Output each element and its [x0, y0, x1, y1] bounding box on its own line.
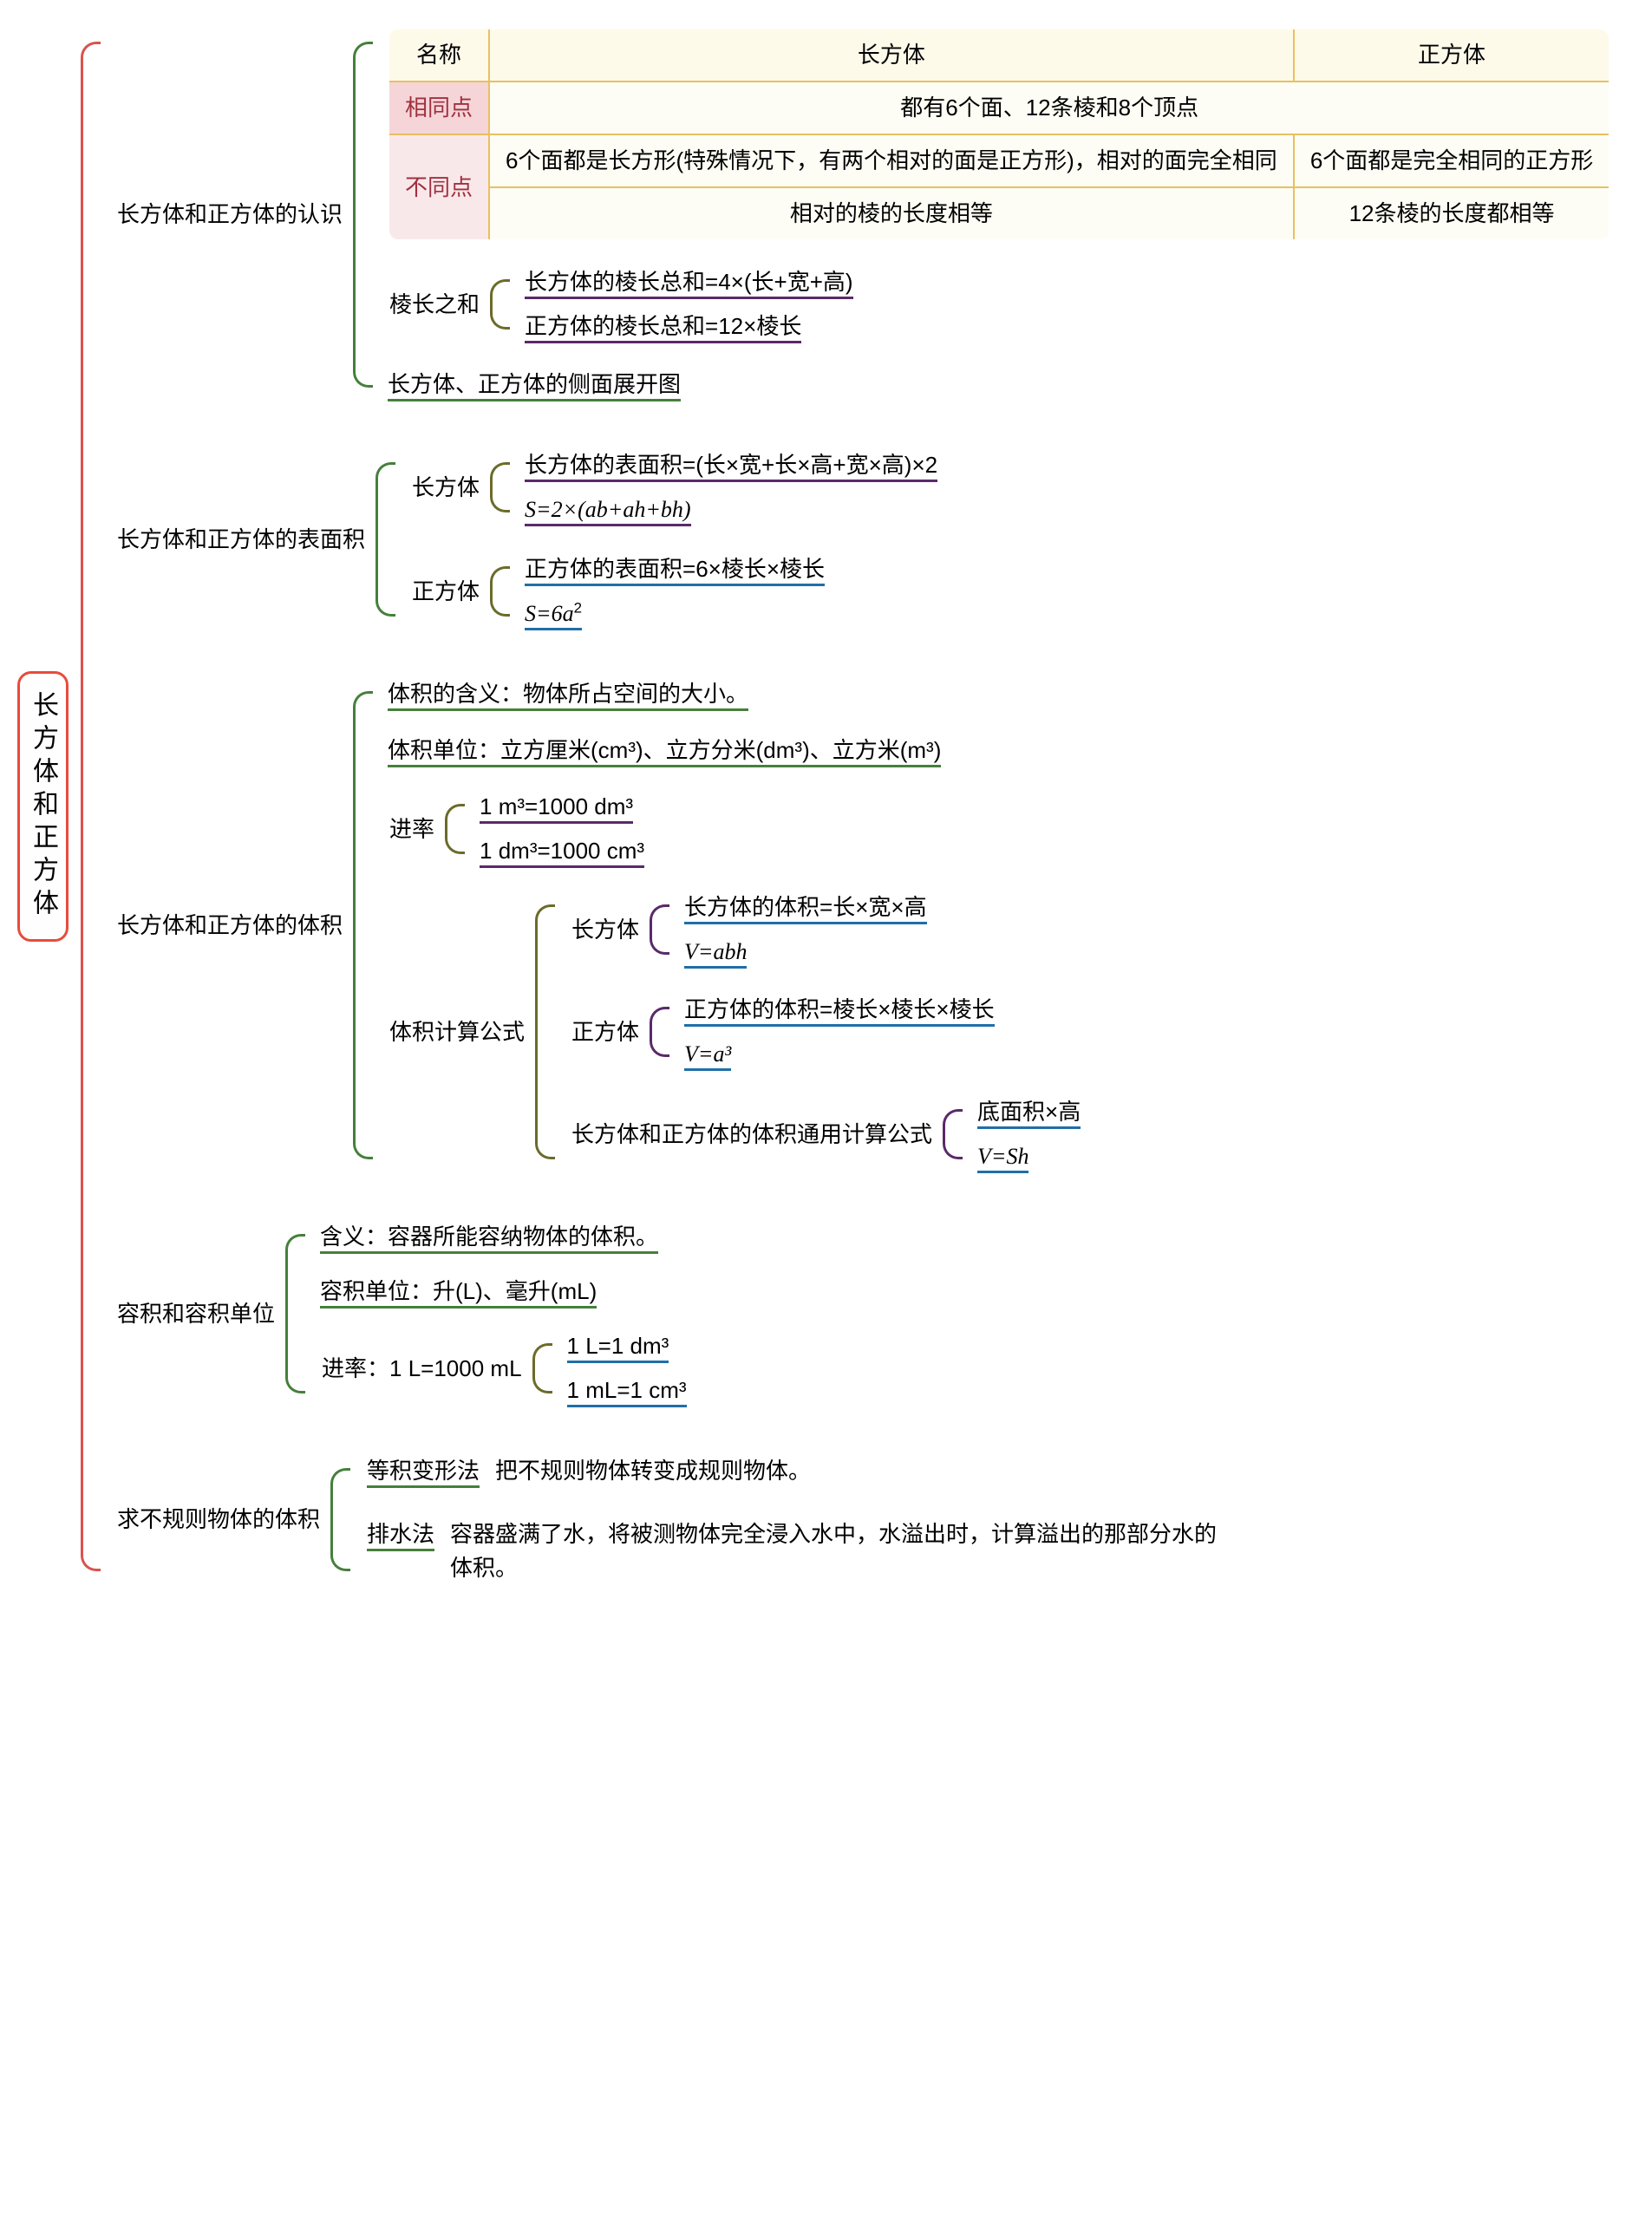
cmp-table: 名称 长方体 正方体 相同点 都有6个面、12条棱和8个顶点 不同点 6个面都是… [388, 28, 1610, 241]
edgesum-children: 长方体的棱长总和=4×(长+宽+高) 正方体的棱长总和=12×棱长 [490, 264, 857, 345]
level1-children: 长方体和正方体的认识 名称 长方体 正方体 相同点 都有6个面、12条棱和8个顶… [81, 26, 1614, 1587]
sa-cube-children: 正方体的表面积=6×棱长×棱长 S=6a2 [490, 551, 828, 632]
root-title: 长方体和正方体 [17, 671, 69, 942]
cap-rate-a: 1 L=1 dm³ [564, 1328, 690, 1365]
method1-text: 把不规则物体转变成规则物体。 [485, 1452, 814, 1490]
vf-general-children: 底面积×高 V=Sh [943, 1093, 1084, 1175]
sec3-children: 体积的含义：物体所占空间的大小。 体积单位：立方厘米(cm³)、立方分米(dm³… [353, 675, 1084, 1175]
mindmap-root: 长方体和正方体 长方体和正方体的认识 名称 长方体 正方体 相同点 [17, 26, 1635, 1587]
same-text: 都有6个面、12条棱和8个顶点 [489, 82, 1610, 134]
method2-label: 排水法 [362, 1516, 440, 1553]
same-label: 相同点 [389, 82, 489, 134]
vf-cube-children: 正方体的体积=棱长×棱长×棱长 V=a³ [650, 991, 998, 1073]
vol-rate-b: 1 dm³=1000 cm³ [476, 832, 648, 870]
th-cuboid: 长方体 [489, 29, 1294, 82]
vol-rate-children: 1 m³=1000 dm³ 1 dm³=1000 cm³ [445, 788, 648, 870]
method2: 排水法 容器盛满了水，将被测物体完全浸入水中，水溢出时，计算溢出的那部分水的体积… [362, 1516, 1220, 1587]
vf-cuboid-text: 长方体的体积=长×宽×高 [681, 889, 930, 926]
diff-cuboid-faces: 6个面都是长方形(特殊情况下，有两个相对的面是正方形)，相对的面完全相同 [489, 134, 1294, 187]
cap-units: 容积单位：升(L)、毫升(mL) [317, 1273, 690, 1310]
sa-cuboid-label: 长方体 [407, 469, 485, 506]
diff-cube-edges: 12条棱的长度都相等 [1294, 187, 1610, 240]
sec2-children: 长方体 长方体的表面积=(长×宽+长×高+宽×高)×2 S=2×(ab+ah+b… [375, 447, 941, 632]
sec4-children: 含义：容器所能容纳物体的体积。 容积单位：升(L)、毫升(mL) 进率：1 L=… [285, 1218, 690, 1409]
comparison-table: 名称 长方体 正方体 相同点 都有6个面、12条棱和8个顶点 不同点 6个面都是… [384, 26, 1614, 243]
cap-rate-label: 进率：1 L=1000 mL [317, 1350, 527, 1387]
sa-cuboid: 长方体 长方体的表面积=(长×宽+长×高+宽×高)×2 S=2×(ab+ah+b… [407, 447, 941, 528]
sa-cube-label: 正方体 [407, 573, 485, 610]
th-cube: 正方体 [1294, 29, 1610, 82]
sec1-title: 长方体和正方体的认识 [112, 196, 348, 233]
cap-rate: 进率：1 L=1000 mL 1 L=1 dm³ 1 mL=1 cm³ [317, 1328, 690, 1409]
vol-formula-label: 体积计算公式 [384, 1014, 530, 1051]
diff-label: 不同点 [389, 134, 489, 240]
edgesum: 棱长之和 长方体的棱长总和=4×(长+宽+高) 正方体的棱长总和=12×棱长 [384, 264, 1614, 345]
sec5: 求不规则物体的体积 等积变形法 把不规则物体转变成规则物体。 排水法 容器盛满了… [112, 1452, 1614, 1587]
vol-rate-a: 1 m³=1000 dm³ [476, 788, 648, 826]
sa-cube-text: 正方体的表面积=6×棱长×棱长 [521, 551, 828, 588]
method1-label: 等积变形法 [362, 1452, 485, 1490]
sa-cube-formula: S=6a2 [521, 595, 828, 632]
sec5-children: 等积变形法 把不规则物体转变成规则物体。 排水法 容器盛满了水，将被测物体完全浸… [330, 1452, 1220, 1587]
method1: 等积变形法 把不规则物体转变成规则物体。 [362, 1452, 1220, 1490]
sec3-title: 长方体和正方体的体积 [112, 907, 348, 944]
vol-formula-children: 长方体 长方体的体积=长×宽×高 V=abh 正方体 正方体的体积=棱长×棱长×… [535, 889, 1084, 1175]
vol-rate-label: 进率 [384, 811, 440, 848]
diff-cuboid-edges: 相对的棱的长度相等 [489, 187, 1294, 240]
edgesum-label: 棱长之和 [384, 286, 485, 323]
vf-cuboid-formula: V=abh [681, 933, 930, 970]
sa-cuboid-text: 长方体的表面积=(长×宽+长×高+宽×高)×2 [521, 447, 941, 484]
vf-general-text: 底面积×高 [974, 1093, 1084, 1131]
vf-general-label: 长方体和正方体的体积通用计算公式 [566, 1116, 937, 1153]
sec1: 长方体和正方体的认识 名称 长方体 正方体 相同点 都有6个面、12条棱和8个顶… [112, 26, 1614, 403]
diff-cube-faces: 6个面都是完全相同的正方形 [1294, 134, 1610, 187]
net: 长方体、正方体的侧面展开图 [384, 366, 1614, 403]
sa-cuboid-formula: S=2×(ab+ah+bh) [521, 491, 941, 528]
vf-general-formula: V=Sh [974, 1138, 1084, 1175]
vf-cuboid: 长方体 长方体的体积=长×宽×高 V=abh [566, 889, 1084, 970]
vf-cube: 正方体 正方体的体积=棱长×棱长×棱长 V=a³ [566, 991, 1084, 1073]
cap-rate-children: 1 L=1 dm³ 1 mL=1 cm³ [532, 1328, 690, 1409]
sec4: 容积和容积单位 含义：容器所能容纳物体的体积。 容积单位：升(L)、毫升(mL)… [112, 1218, 1614, 1409]
vf-general: 长方体和正方体的体积通用计算公式 底面积×高 V=Sh [566, 1093, 1084, 1175]
sec1-children: 名称 长方体 正方体 相同点 都有6个面、12条棱和8个顶点 不同点 6个面都是… [353, 26, 1614, 403]
cap-rate-b: 1 mL=1 cm³ [564, 1372, 690, 1409]
method2-text: 容器盛满了水，将被测物体完全浸入水中，水溢出时，计算溢出的那部分水的体积。 [440, 1516, 1220, 1587]
sec4-title: 容积和容积单位 [112, 1296, 280, 1333]
cap-meaning: 含义：容器所能容纳物体的体积。 [317, 1218, 690, 1256]
vf-cube-label: 正方体 [566, 1014, 644, 1051]
sec5-title: 求不规则物体的体积 [112, 1501, 325, 1538]
vf-cuboid-label: 长方体 [566, 911, 644, 949]
sec2-title: 长方体和正方体的表面积 [112, 521, 370, 558]
vol-rate: 进率 1 m³=1000 dm³ 1 dm³=1000 cm³ [384, 788, 1084, 870]
sa-cube: 正方体 正方体的表面积=6×棱长×棱长 S=6a2 [407, 551, 941, 632]
vol-formula: 体积计算公式 长方体 长方体的体积=长×宽×高 V=abh 正方体 [384, 889, 1084, 1175]
vf-cube-text: 正方体的体积=棱长×棱长×棱长 [681, 991, 998, 1028]
sa-cuboid-children: 长方体的表面积=(长×宽+长×高+宽×高)×2 S=2×(ab+ah+bh) [490, 447, 941, 528]
edgesum-cube: 正方体的棱长总和=12×棱长 [521, 308, 857, 345]
vol-meaning: 体积的含义：物体所占空间的大小。 [384, 675, 1084, 713]
sec3: 长方体和正方体的体积 体积的含义：物体所占空间的大小。 体积单位：立方厘米(cm… [112, 675, 1614, 1175]
vf-cube-formula: V=a³ [681, 1035, 998, 1073]
th-name: 名称 [389, 29, 489, 82]
sec2: 长方体和正方体的表面积 长方体 长方体的表面积=(长×宽+长×高+宽×高)×2 … [112, 447, 1614, 632]
vol-units: 体积单位：立方厘米(cm³)、立方分米(dm³)、立方米(m³) [384, 732, 1084, 769]
edgesum-cuboid: 长方体的棱长总和=4×(长+宽+高) [521, 264, 857, 301]
vf-cuboid-children: 长方体的体积=长×宽×高 V=abh [650, 889, 930, 970]
